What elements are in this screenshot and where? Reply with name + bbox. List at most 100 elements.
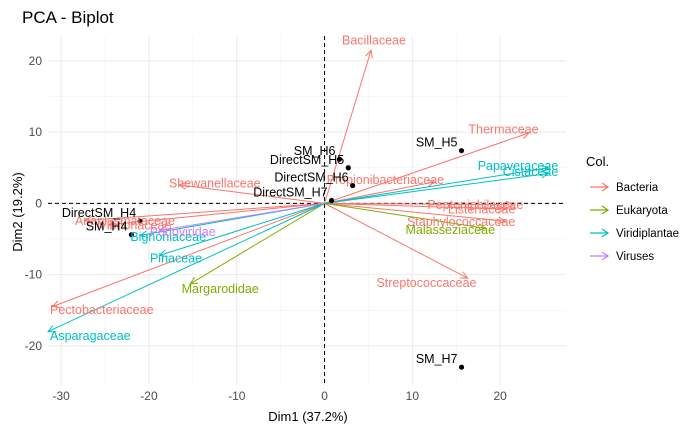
point-label: DirectSM_H4: [62, 206, 136, 220]
arrowhead: [521, 131, 531, 139]
arrow-label: Pinaceae: [150, 251, 202, 265]
point-sm_h4: [128, 232, 135, 238]
arrowhead: [158, 225, 168, 234]
y-tick-label: 0: [35, 196, 42, 210]
legend-key-arrowhead: [601, 251, 610, 261]
arrow-thermaceae: [324, 132, 530, 204]
arrow-margarodidae: [189, 202, 325, 285]
arrowhead: [46, 325, 57, 333]
y-tick-label: 20: [29, 54, 43, 68]
arrow-streptococcaceae: [324, 202, 468, 279]
x-axis-label: Dim1 (37.2%): [268, 409, 347, 424]
point-label: SM_H6: [294, 144, 336, 158]
point-sm_h6: [336, 156, 343, 162]
arrow-label: Streptococcaceae: [376, 276, 476, 290]
reference-lines: [48, 36, 566, 385]
arrowhead: [51, 300, 61, 308]
point-label: SM_H4: [86, 220, 128, 234]
legend-title: Col.: [586, 154, 609, 169]
arrow-label: Vibrionaceae: [99, 219, 172, 233]
point-label: DirectSM_H7: [253, 186, 327, 200]
legend-key-arrowhead: [601, 182, 610, 192]
arrow-bacillaceae: [324, 50, 372, 204]
y-tick-label: -10: [25, 268, 43, 282]
arrow-listeriaceae: [324, 202, 506, 210]
point-sm_h7: [458, 364, 465, 370]
point-directsm_h6: [350, 182, 356, 189]
arrow-label: Podoviridae: [150, 225, 216, 239]
point-label: DirectSM_H6: [274, 171, 348, 185]
y-axis-label: Dim2 (19.2%): [10, 172, 25, 251]
arrow-propionibacteriaceae: [324, 181, 435, 204]
arrow-asparagaceae: [47, 202, 325, 333]
y-tick-label: 10: [29, 125, 43, 139]
arrow-label: Malasseziaceae: [405, 223, 495, 237]
arrow-label: Anaplasmataceae: [75, 214, 175, 228]
legend-label: Bacteria: [616, 182, 659, 194]
arrow-podoviridae: [159, 202, 325, 231]
axes: -30 -20 -10 0 10 20 -20 -10 0 10 20: [25, 54, 507, 403]
arrow-anaplasmataceae: [84, 202, 325, 221]
arrow-staphylococcaceae: [324, 202, 506, 222]
arrow-label: Bignoniaceae: [130, 230, 206, 244]
arrow-label: Asparagaceae: [50, 329, 131, 343]
arrow-label: Thermaceae: [468, 123, 538, 137]
legend-key-arrowhead: [601, 205, 610, 215]
arrow-vibrionaceae: [108, 202, 325, 226]
arrowhead: [139, 230, 149, 239]
point-directsm_h7: [328, 197, 335, 204]
arrowhead: [177, 181, 187, 190]
arrowhead: [540, 170, 550, 179]
arrow-label: Margarodidae: [182, 282, 259, 296]
legend-key-arrowhead: [601, 228, 610, 238]
arrowhead: [497, 216, 507, 225]
arrow-label: Propionibacteriaceae: [327, 173, 444, 187]
point-directsm_h5: [345, 165, 351, 171]
legend: Col. Bacteria Eukaryota Viridiplantae Virus…: [586, 154, 679, 263]
arrow-label: Listeriaceae: [448, 202, 515, 216]
legend-label: Eukaryota: [616, 205, 668, 217]
legend-label: Viruses: [616, 251, 654, 263]
arrow-label: Peptoniphilaceae: [427, 198, 523, 212]
arrow-label: Staphylococcaceae: [407, 215, 515, 229]
point-sm_h5: [458, 148, 465, 154]
arrow-label: Bacillaceae: [342, 34, 406, 48]
point-label: DirectSM_H5: [270, 153, 344, 167]
arrowhead: [365, 49, 373, 59]
labels: Bacillaceae Thermaceae Shewanellaceae Anapl…: [50, 34, 558, 367]
x-tick-label: 10: [406, 389, 420, 403]
arrow-label: Papaveraceae: [478, 159, 559, 173]
arrow-malasseziaceae: [324, 202, 486, 229]
arrowhead: [477, 223, 487, 232]
arrow-label: Pectobacteriaceae: [50, 303, 154, 317]
point-label: SM_H7: [416, 352, 458, 366]
arrowhead: [107, 220, 117, 228]
variable-arrows: [46, 49, 550, 333]
arrow-label: Cistaceae: [503, 165, 559, 179]
arrow-papaveraceae: [324, 167, 549, 204]
x-tick-label: 0: [321, 389, 328, 403]
point-label: SM_H5: [416, 136, 458, 150]
chart-title: PCA - Biplot: [22, 8, 114, 27]
arrow-peptoniphilaceae: [324, 202, 514, 206]
arrow-pinaceae: [159, 202, 325, 256]
x-tick-label: 20: [493, 389, 507, 403]
arrow-label: Shewanellaceae: [169, 177, 261, 191]
arrowhead: [497, 204, 507, 213]
arrow-pectobacteriaceae: [52, 202, 325, 308]
y-tick-label: -20: [25, 339, 43, 353]
arrowhead: [158, 249, 168, 258]
arrow-shewanellaceae: [178, 184, 325, 204]
x-tick-label: -20: [140, 389, 158, 403]
arrowhead: [540, 164, 550, 173]
arrowhead: [459, 271, 469, 279]
x-tick-label: -10: [228, 389, 246, 403]
arrow-cistaceae: [324, 172, 549, 204]
legend-label: Viridiplantae: [616, 228, 679, 240]
arrowhead: [189, 276, 199, 285]
x-tick-label: -30: [52, 389, 70, 403]
individual-points: [128, 148, 465, 370]
arrowhead: [426, 179, 436, 188]
arrowhead: [83, 216, 93, 224]
